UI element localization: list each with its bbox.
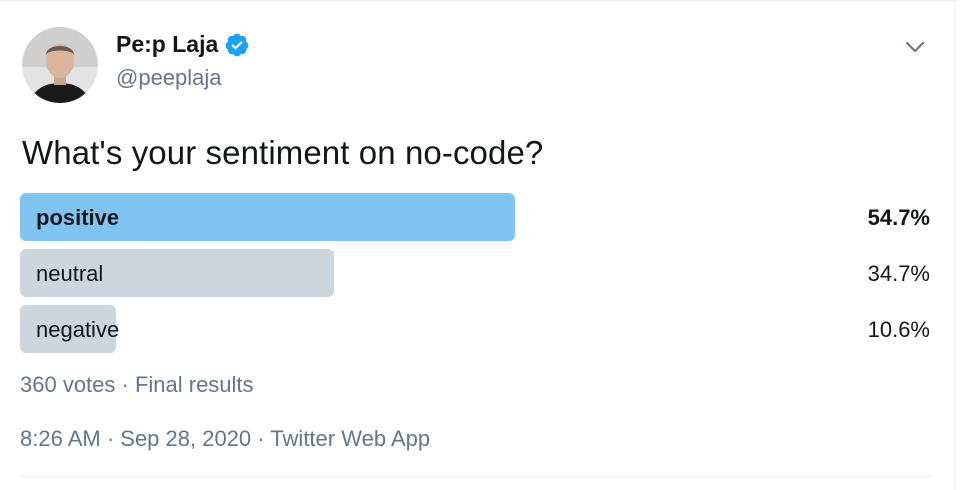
divider (20, 476, 932, 477)
poll: positive 54.7% neutral 34.7% negative 10… (20, 193, 930, 361)
poll-bar (20, 305, 116, 353)
poll-option-label: positive (36, 205, 120, 230)
timestamp[interactable]: 8:26 AM · Sep 28, 2020 · Twitter Web App (20, 426, 431, 451)
avatar-photo (22, 27, 98, 103)
poll-option: negative 10.6% (20, 305, 930, 353)
tweet-text: What's your sentiment on no-code? (22, 134, 544, 171)
poll-option-label: neutral (36, 261, 104, 286)
avatar[interactable] (22, 27, 98, 103)
poll-option: positive 54.7% (20, 193, 930, 241)
poll-bar (20, 249, 335, 297)
verified-badge-icon (224, 32, 250, 58)
poll-option-label: negative (36, 317, 120, 342)
poll-option: neutral 34.7% (20, 249, 930, 297)
chevron-down-icon[interactable] (902, 37, 928, 57)
display-name[interactable]: Pe:p Laja (116, 31, 219, 57)
poll-option-percent: 54.7% (867, 205, 930, 230)
author-row: Pe:p Laja (116, 31, 250, 58)
poll-option-percent: 34.7% (867, 261, 930, 286)
poll-bar (20, 193, 516, 241)
poll-option-percent: 10.6% (867, 317, 930, 342)
poll-meta: 360 votes · Final results (20, 372, 254, 397)
author-handle[interactable]: @peeplaja (116, 65, 222, 90)
